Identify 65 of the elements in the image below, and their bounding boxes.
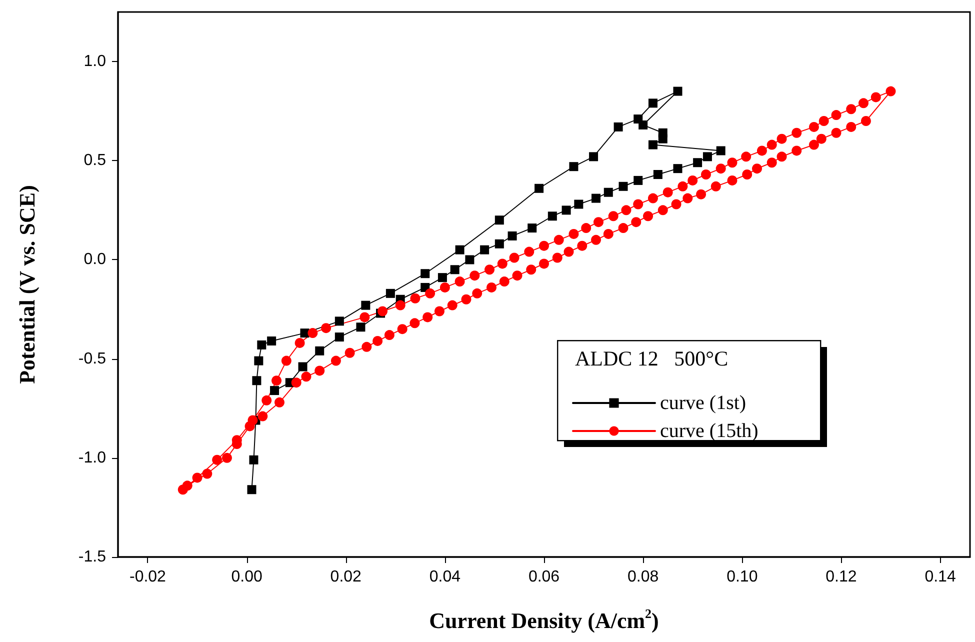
point bbox=[658, 134, 668, 144]
point bbox=[562, 206, 571, 215]
point bbox=[574, 200, 584, 209]
point bbox=[638, 120, 648, 130]
point bbox=[589, 152, 598, 162]
y-tick-label: 0.5 bbox=[84, 152, 106, 170]
y-tick-label: -0.5 bbox=[78, 350, 106, 368]
point bbox=[267, 336, 276, 346]
point bbox=[334, 316, 344, 326]
point bbox=[508, 231, 517, 240]
point bbox=[480, 245, 490, 254]
x-tick-label: 0.14 bbox=[924, 568, 956, 586]
x-tick-label: 0.06 bbox=[528, 568, 560, 586]
point bbox=[386, 288, 395, 298]
point bbox=[420, 269, 430, 278]
x-tick-label: 0.08 bbox=[628, 568, 659, 586]
point bbox=[257, 340, 266, 350]
y-tick-label: 1.0 bbox=[84, 53, 106, 70]
x-tick-label: 0.12 bbox=[826, 568, 857, 586]
point bbox=[450, 265, 460, 274]
point bbox=[618, 182, 628, 191]
x-tick-label: 0.04 bbox=[429, 568, 461, 586]
point bbox=[361, 300, 370, 310]
point bbox=[494, 239, 504, 248]
legend-label: curve (15th) bbox=[660, 420, 758, 442]
point bbox=[334, 332, 344, 342]
point bbox=[716, 146, 726, 156]
point bbox=[653, 170, 662, 180]
point bbox=[592, 194, 601, 203]
point bbox=[252, 376, 262, 386]
point bbox=[465, 255, 474, 264]
point bbox=[528, 224, 537, 233]
point bbox=[702, 152, 712, 162]
point bbox=[438, 273, 447, 282]
point bbox=[634, 176, 643, 185]
point bbox=[494, 216, 504, 225]
point bbox=[300, 328, 310, 338]
point bbox=[298, 362, 308, 372]
point bbox=[270, 386, 280, 396]
point bbox=[693, 158, 702, 168]
x-tick-label: 0.10 bbox=[726, 568, 758, 586]
point bbox=[548, 212, 557, 221]
y-axis-title: Potential (V vs. SCE) bbox=[14, 185, 40, 384]
y-tick-label: -1.0 bbox=[78, 449, 106, 466]
point bbox=[648, 140, 658, 150]
x-tick-label: 0.00 bbox=[231, 568, 262, 586]
point bbox=[249, 455, 258, 464]
point bbox=[673, 164, 682, 174]
y-tick-label: 0.0 bbox=[84, 251, 106, 268]
y-tick-label: -1.5 bbox=[78, 548, 106, 566]
point bbox=[254, 356, 264, 366]
legend-label: curve (1st) bbox=[660, 392, 746, 414]
point bbox=[356, 322, 366, 332]
point bbox=[247, 485, 256, 494]
x-tick-label: -0.02 bbox=[129, 568, 166, 586]
point bbox=[673, 86, 682, 96]
point bbox=[534, 184, 544, 193]
point bbox=[648, 98, 658, 108]
point bbox=[315, 346, 324, 356]
point bbox=[614, 122, 623, 132]
point bbox=[604, 188, 613, 197]
point bbox=[569, 162, 578, 172]
legend-title: ALDC 12 500°C bbox=[575, 346, 728, 370]
x-tick-label: 0.02 bbox=[330, 568, 362, 586]
point bbox=[455, 245, 464, 254]
